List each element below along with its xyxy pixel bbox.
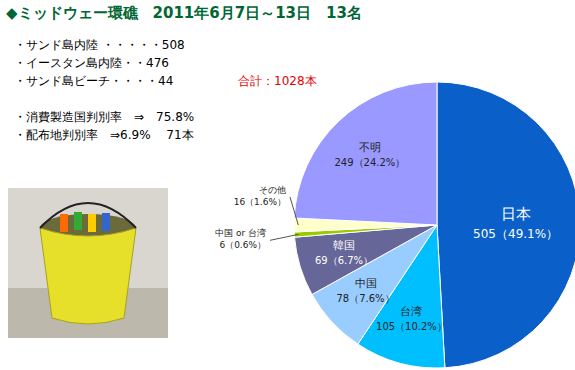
svg-text:日本: 日本 xyxy=(501,205,531,223)
svg-text:105（10.2%）: 105（10.2%） xyxy=(376,321,447,332)
html-text:合計：1028本: 合計：1028本 xyxy=(238,74,317,88)
svg-text:16（1.6%）: 16（1.6%） xyxy=(234,197,286,207)
html-text:◆ミッドウェー環礁 2011年6月7日～13日 13名: ◆ミッドウェー環礁 2011年6月7日～13日 13名 xyxy=(6,4,362,22)
html-text:・消費製造国判別率 ⇒ 75.8%: ・消費製造国判別率 ⇒ 75.8% xyxy=(14,110,195,124)
svg-text:69（6.7%）: 69（6.7%） xyxy=(315,255,373,266)
svg-text:6（0.6%）: 6（0.6%） xyxy=(219,240,266,250)
svg-text:249（24.2%）: 249（24.2%） xyxy=(335,157,406,168)
svg-text:台湾: 台湾 xyxy=(400,305,422,318)
svg-text:その他: その他 xyxy=(259,185,286,195)
html-text:・イースタン島内陸・・476: ・イースタン島内陸・・476 xyxy=(14,56,169,70)
svg-text:中国: 中国 xyxy=(355,277,377,290)
svg-text:韓国: 韓国 xyxy=(333,239,355,252)
html-text:・サンド島ビーチ・・・・44: ・サンド島ビーチ・・・・44 xyxy=(14,74,174,88)
svg-text:不明: 不明 xyxy=(359,141,381,154)
html-text:・サンド島内陸 ・・・・・508: ・サンド島内陸 ・・・・・508 xyxy=(14,38,185,52)
svg-text:中国 or 台湾: 中国 or 台湾 xyxy=(215,228,266,238)
svg-text:78（7.6%）: 78（7.6%） xyxy=(336,293,394,304)
svg-text:505（49.1%）: 505（49.1%） xyxy=(473,227,558,241)
html-text:・配布地判別率 ⇒6.9% 71本: ・配布地判別率 ⇒6.9% 71本 xyxy=(14,128,194,142)
